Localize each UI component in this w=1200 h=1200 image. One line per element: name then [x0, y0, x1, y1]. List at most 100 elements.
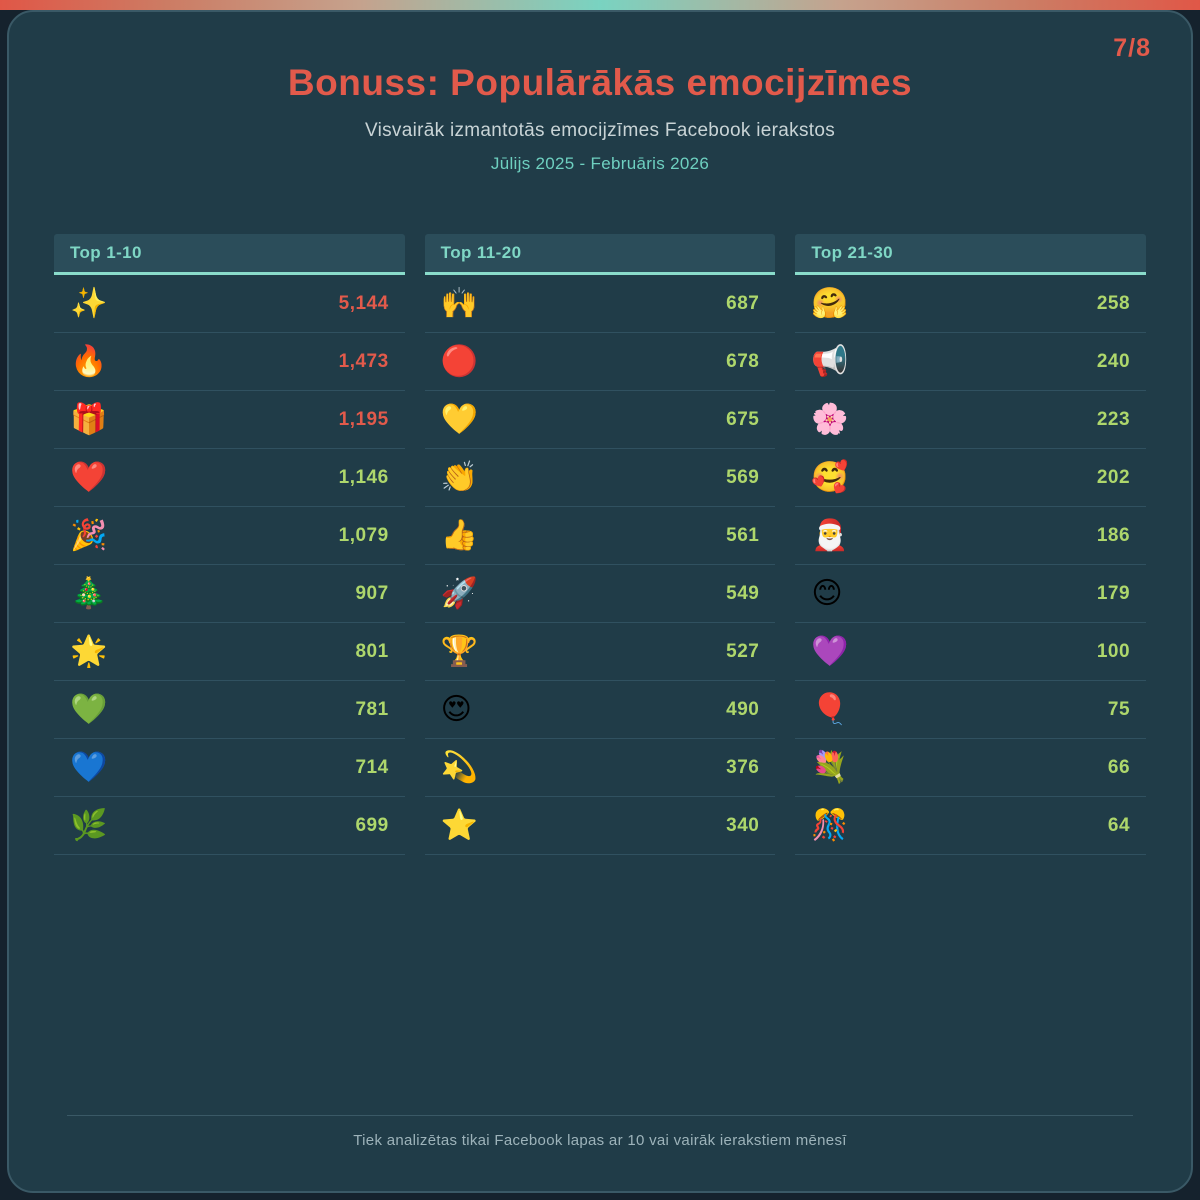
emoji-count: 186: [1096, 524, 1131, 546]
table-body: 🙌 687 🔴 678 💛 675 👏 569 👍 561 🚀 549 🏆 527 😍 490 💫 376 ⭐ 340: [424, 275, 776, 855]
table-row: 💙 714: [54, 739, 405, 797]
purple-heart-icon: 💜: [811, 633, 849, 669]
party-popper-icon: 🎉: [70, 517, 108, 553]
table-row: 🙌 687: [424, 275, 776, 333]
emoji-count: 5,144: [338, 292, 389, 314]
table-row: 🎅 186: [795, 507, 1147, 565]
rocket-icon: 🚀: [440, 575, 479, 611]
emoji-count: 258: [1096, 292, 1131, 314]
emoji-count: 66: [1107, 756, 1131, 778]
smiling-face-with-hearts-icon: 🥰: [811, 459, 849, 495]
emoji-table-top-1-10: Top 1-10 ✨ 5,144 🔥 1,473 🎁 1,195 ❤️ 1,146 🎉 1,079…: [54, 234, 405, 855]
table-row: 🌸 223: [795, 391, 1147, 449]
smiling-face-heart-eyes-icon: 😍: [440, 691, 472, 727]
trophy-icon: 🏆: [440, 633, 479, 669]
red-heart-icon: ❤️: [70, 459, 108, 495]
emoji-count: 1,195: [338, 408, 389, 430]
emoji-tables: Top 1-10 ✨ 5,144 🔥 1,473 🎁 1,195 ❤️ 1,146 🎉 1,079…: [54, 234, 1147, 855]
table-row: ✨ 5,144: [54, 275, 405, 333]
table-row: 🎁 1,195: [54, 391, 405, 449]
table-row: 😍 490: [424, 681, 776, 739]
table-row: 🌟 801: [54, 623, 405, 681]
emoji-count: 561: [726, 524, 760, 546]
confetti-ball-icon: 🎊: [811, 807, 849, 843]
emoji-count: 907: [355, 582, 389, 604]
emoji-count: 240: [1096, 350, 1131, 372]
emoji-count: 100: [1096, 640, 1131, 662]
emoji-count: 1,146: [338, 466, 389, 488]
smiling-face-smiling-eyes-icon: 😊: [811, 575, 843, 611]
glowing-star-icon: 🌟: [70, 633, 108, 669]
emoji-count: 75: [1107, 698, 1131, 720]
emoji-count: 340: [726, 814, 760, 836]
cherry-blossom-icon: 🌸: [811, 401, 849, 437]
table-row: ❤️ 1,146: [54, 449, 405, 507]
table-header: Top 11-20: [424, 234, 776, 275]
table-row: 👍 561: [424, 507, 776, 565]
emoji-table-top-11-20: Top 11-20 🙌 687 🔴 678 💛 675 👏 569 👍 561 🚀 549 🏆 527 😍 4…: [424, 234, 776, 855]
table-row: 🎈 75: [795, 681, 1147, 739]
table-row: 💫 376: [424, 739, 776, 797]
emoji-count: 1,473: [338, 350, 389, 372]
emoji-count: 678: [726, 350, 760, 372]
loudspeaker-icon: 📢: [811, 343, 849, 379]
table-row: 👏 569: [424, 449, 776, 507]
footnote: Tiek analizētas tikai Facebook lapas ar …: [353, 1132, 847, 1149]
bouquet-icon: 💐: [811, 749, 849, 785]
table-row: 😊 179: [795, 565, 1147, 623]
table-row: 📢 240: [795, 333, 1147, 391]
emoji-count: 781: [355, 698, 389, 720]
emoji-count: 376: [726, 756, 760, 778]
table-header: Top 1-10: [54, 234, 405, 275]
emoji-count: 202: [1096, 466, 1131, 488]
emoji-count: 527: [726, 640, 760, 662]
emoji-count: 64: [1107, 814, 1131, 836]
emoji-count: 1,079: [338, 524, 389, 546]
table-row: 🤗 258: [795, 275, 1147, 333]
page-title: Bonuss: Populārākās emocijzīmes: [287, 62, 913, 103]
top-gradient-bar: [0, 0, 1200, 10]
red-circle-icon: 🔴: [440, 343, 479, 379]
santa-claus-icon: 🎅: [811, 517, 849, 553]
table-row: 🔴 678: [424, 333, 776, 391]
table-row: 🎄 907: [54, 565, 405, 623]
yellow-heart-icon: 💛: [440, 401, 479, 437]
emoji-count: 675: [726, 408, 760, 430]
table-row: 💐 66: [795, 739, 1147, 797]
sparkles-icon: ✨: [70, 285, 108, 321]
table-row: 💚 781: [54, 681, 405, 739]
blue-heart-icon: 💙: [70, 749, 108, 785]
date-range: Jūlijs 2025 - Februāris 2026: [490, 154, 710, 173]
table-row: 🌿 699: [54, 797, 405, 855]
table-body: 🤗 258 📢 240 🌸 223 🥰 202 🎅 186 😊 179 💜 100 🎈 75 💐 66 🎊 64: [795, 275, 1147, 855]
star-icon: ⭐: [440, 807, 479, 843]
herb-icon: 🌿: [70, 807, 108, 843]
wrapped-gift-icon: 🎁: [70, 401, 108, 437]
table-row: 🔥 1,473: [54, 333, 405, 391]
emoji-count: 223: [1096, 408, 1131, 430]
emoji-count: 179: [1096, 582, 1131, 604]
emoji-count: 490: [726, 698, 760, 720]
table-body: ✨ 5,144 🔥 1,473 🎁 1,195 ❤️ 1,146 🎉 1,079 🎄 907 🌟 801 💚…: [54, 275, 405, 855]
hugging-face-icon: 🤗: [811, 285, 849, 321]
table-row: 💛 675: [424, 391, 776, 449]
footer-divider: [67, 1115, 1133, 1116]
table-row: 🥰 202: [795, 449, 1147, 507]
emoji-count: 801: [355, 640, 389, 662]
table-row: 🎉 1,079: [54, 507, 405, 565]
green-heart-icon: 💚: [70, 691, 108, 727]
table-row: 🏆 527: [424, 623, 776, 681]
raising-hands-icon: 🙌: [440, 285, 479, 321]
page-subtitle: Visvairāk izmantotās emocijzīmes Faceboo…: [364, 120, 836, 141]
thumbs-up-icon: 👍: [440, 517, 479, 553]
infographic-card: 7/8 Bonuss: Populārākās emocijzīmes Visv…: [7, 10, 1193, 1193]
emoji-count: 714: [355, 756, 389, 778]
dizzy-star-icon: 💫: [440, 749, 479, 785]
emoji-table-top-21-30: Top 21-30 🤗 258 📢 240 🌸 223 🥰 202 🎅 186 😊 179 💜 100 🎈 7…: [795, 234, 1147, 855]
table-row: 🎊 64: [795, 797, 1147, 855]
emoji-count: 569: [726, 466, 760, 488]
table-header: Top 21-30: [795, 234, 1147, 275]
table-row: 💜 100: [795, 623, 1147, 681]
fire-icon: 🔥: [70, 343, 108, 379]
emoji-count: 699: [355, 814, 389, 836]
